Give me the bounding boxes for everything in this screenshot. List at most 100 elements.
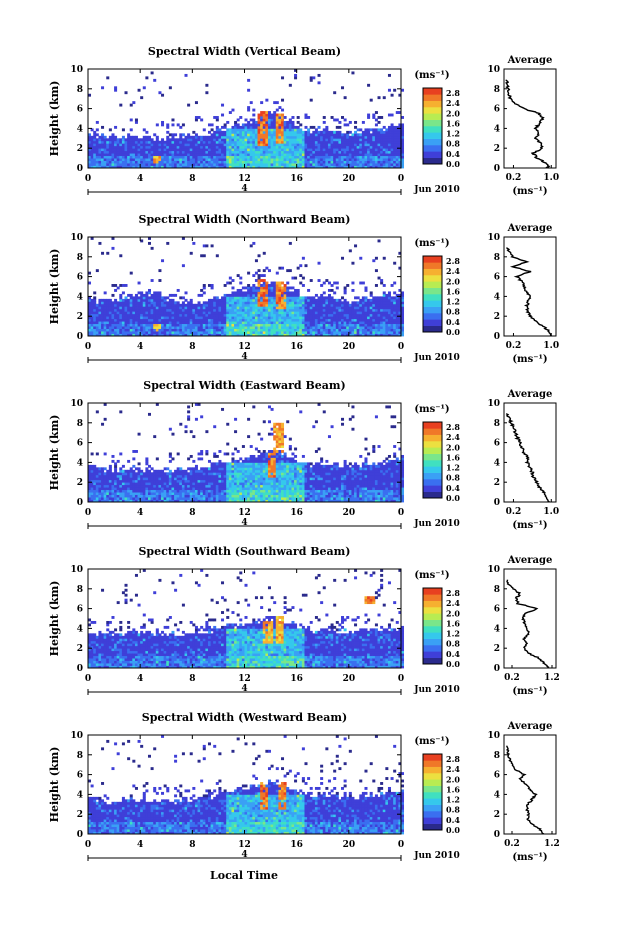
heatmap-cell xyxy=(213,165,217,169)
heatmap-cell xyxy=(369,158,373,161)
heatmap-cell xyxy=(223,138,227,142)
heatmap-cell xyxy=(134,148,138,152)
heatmap-cell xyxy=(140,469,144,473)
heatmap-cell xyxy=(273,311,277,315)
heatmap-cell xyxy=(134,153,138,157)
heatmap-cell xyxy=(192,303,196,307)
heatmap-cell xyxy=(278,113,282,117)
heatmap-cell xyxy=(267,331,271,334)
heatmap-cell xyxy=(301,301,305,305)
heatmap-cell xyxy=(265,116,269,119)
heatmap-cell xyxy=(121,143,125,147)
heatmap-cell xyxy=(343,150,347,154)
heatmap-cell xyxy=(207,306,211,310)
heatmap-cell xyxy=(213,150,217,154)
heatmap-cell xyxy=(129,469,133,473)
heatmap-cell xyxy=(207,155,211,159)
heatmap-cell xyxy=(278,130,282,134)
heatmap-cell xyxy=(168,427,172,431)
heatmap-cell xyxy=(98,165,102,169)
heatmap-cell xyxy=(171,306,175,310)
heatmap-cell xyxy=(129,318,133,322)
heatmap-cell xyxy=(197,135,201,139)
heatmap-cell xyxy=(338,135,342,139)
heatmap-cell xyxy=(262,333,266,337)
heatmap-cell xyxy=(127,318,131,322)
heatmap-cell xyxy=(390,148,394,152)
heatmap-cell xyxy=(124,138,128,142)
heatmap-cell xyxy=(171,492,175,495)
heatmap-cell xyxy=(134,163,138,166)
heatmap-cell xyxy=(197,311,201,315)
heatmap-cell xyxy=(150,296,154,300)
heatmap-cell xyxy=(153,328,157,332)
heatmap-cell xyxy=(247,288,251,292)
heatmap-cell xyxy=(338,133,342,137)
heatmap-cell xyxy=(364,318,368,322)
heatmap-cell xyxy=(239,328,243,332)
heatmap-cell xyxy=(278,128,282,132)
heatmap-cell xyxy=(304,138,308,142)
heatmap-cell xyxy=(179,306,183,310)
heatmap-cell xyxy=(114,298,118,302)
heatmap-cell xyxy=(301,321,305,325)
heatmap-cell xyxy=(197,316,201,320)
x-tick-label: 20 xyxy=(343,174,356,184)
heatmap-cell xyxy=(223,293,227,297)
heatmap-cell xyxy=(132,323,136,327)
heatmap-cell xyxy=(354,145,358,149)
heatmap-cell xyxy=(359,160,363,164)
heatmap-cell xyxy=(98,318,102,322)
heatmap-cell xyxy=(260,323,264,327)
heatmap-cell xyxy=(228,150,232,154)
heatmap-cell xyxy=(176,331,180,334)
heatmap-cell xyxy=(101,145,105,149)
heatmap-cell xyxy=(364,286,368,290)
heatmap-cell xyxy=(294,125,298,129)
heatmap-cell xyxy=(111,484,115,488)
heatmap-cell xyxy=(181,158,185,161)
heatmap-cell xyxy=(150,163,154,166)
heatmap-cell xyxy=(127,135,131,139)
heatmap-cell xyxy=(273,163,277,166)
heatmap-cell xyxy=(192,135,196,139)
heatmap-cell xyxy=(390,133,394,137)
heatmap-cell xyxy=(181,140,185,144)
heatmap-cell xyxy=(111,499,115,503)
heatmap-cell xyxy=(192,311,196,315)
heatmap-cell xyxy=(218,145,222,149)
heatmap-cell xyxy=(393,145,397,149)
heatmap-cell xyxy=(140,484,144,488)
heatmap-cell xyxy=(174,148,178,152)
heatmap-cell xyxy=(108,308,112,312)
heatmap-cell xyxy=(189,251,193,255)
heatmap-cell xyxy=(338,153,342,157)
heatmap-cell xyxy=(254,271,258,275)
heatmap-cell xyxy=(252,308,256,312)
heatmap-cell xyxy=(325,135,329,139)
heatmap-cell xyxy=(116,143,120,147)
heatmap-cell xyxy=(380,165,384,169)
heatmap-cell xyxy=(267,288,271,292)
heatmap-cell xyxy=(181,143,185,147)
heatmap-cell xyxy=(346,150,350,154)
heatmap-cell xyxy=(129,165,133,169)
heatmap-cell xyxy=(301,158,305,161)
heatmap-cell xyxy=(127,293,131,297)
heatmap-cell xyxy=(158,482,162,486)
average-y-tick-label: 2 xyxy=(494,312,500,322)
heatmap-cell xyxy=(322,291,326,295)
heatmap-cell xyxy=(286,140,290,144)
heatmap-cell xyxy=(325,155,329,159)
heatmap-cell xyxy=(202,140,206,144)
heatmap-cell xyxy=(369,98,373,102)
heatmap-cell xyxy=(95,150,99,154)
heatmap-cell xyxy=(166,158,170,161)
heatmap-cell xyxy=(150,323,154,327)
heatmap-cell xyxy=(106,140,110,144)
heatmap-cell xyxy=(127,160,131,164)
heatmap-cell xyxy=(367,150,371,154)
heatmap-cell xyxy=(380,321,384,325)
heatmap-cell xyxy=(325,148,329,152)
heatmap-cell xyxy=(281,113,285,117)
